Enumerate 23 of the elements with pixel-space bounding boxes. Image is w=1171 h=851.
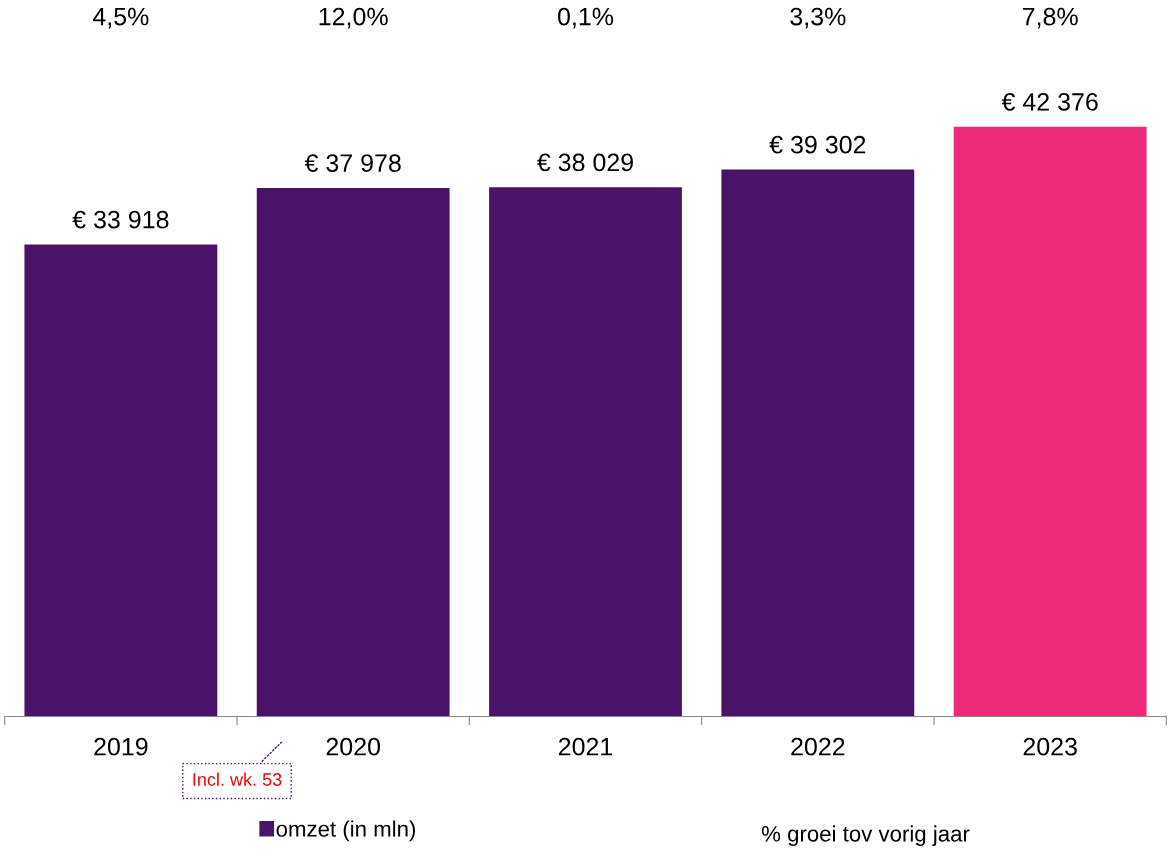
x-tick-label: 2019 [94, 737, 148, 756]
text: 7,8% [1022, 7, 1078, 29]
text: % groei tov vorig jaar [761, 825, 970, 847]
x-tick-label: 2021 [558, 737, 613, 756]
bar [256, 188, 450, 717]
x-tick-label: 2020 [326, 737, 381, 756]
text: 4,5% [92, 7, 149, 29]
bar [721, 169, 915, 717]
x-tick-label: 2022 [791, 737, 845, 756]
text: Incl. wk. 53 [193, 772, 282, 786]
data-label: € 42 376 [1001, 93, 1098, 111]
data-label: € 39 302 [769, 135, 866, 154]
text: 12,0% [319, 7, 388, 29]
legend-label: omzet (in mln) [276, 820, 415, 842]
bar [24, 244, 218, 717]
x-tick-label: 2023 [1023, 737, 1077, 756]
data-label: € 37 978 [304, 154, 401, 172]
text: 3,3% [790, 7, 846, 29]
data-label: € 33 918 [72, 210, 169, 229]
bar [489, 187, 682, 717]
data-label: € 38 029 [537, 153, 633, 172]
bar [953, 126, 1147, 717]
text: 0,1% [557, 7, 614, 29]
